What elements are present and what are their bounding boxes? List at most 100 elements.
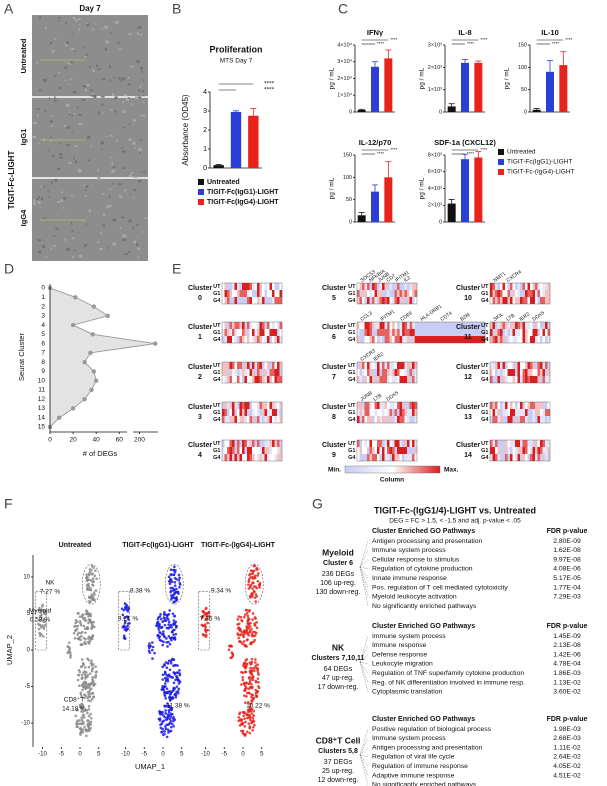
heatmap-cell: [464, 322, 468, 329]
heatmap-cell: [502, 454, 506, 461]
heatmap-cell: [407, 329, 410, 336]
heatmap-cell: [254, 362, 258, 369]
heatmap-cell: [545, 454, 548, 461]
heatmap-cell: [535, 297, 538, 304]
x-tick-label: 5: [260, 752, 264, 758]
heatmap-cell: [525, 336, 528, 343]
heatmap-cell: [495, 376, 498, 383]
heatmap-cell: [372, 376, 375, 383]
heatmap-cell: [500, 329, 503, 336]
heatmap-cell: [542, 447, 546, 454]
heatmap-cell: [379, 440, 383, 447]
heatmap-cell: [510, 297, 513, 304]
row-label: IgG1: [19, 129, 28, 146]
cell-point: [244, 664, 248, 668]
heatmap-cell: [454, 322, 458, 329]
heatmap-cell: [369, 329, 373, 336]
heatmap-cell: [229, 297, 233, 304]
row-label: G1: [348, 370, 355, 376]
p-value: 1.62E-08: [553, 547, 581, 554]
heatmap-cell: [269, 369, 273, 376]
group-up: 47 up-reg.: [322, 675, 354, 682]
cell-point: [124, 625, 127, 629]
heatmap-cell: [540, 409, 543, 416]
connector: [359, 645, 369, 663]
heatmap-cell: [232, 447, 235, 454]
heatmap-cell: [377, 290, 380, 297]
heatmap-cell: [444, 322, 448, 329]
heatmap-cell: [492, 447, 496, 454]
heatmap-cell: [397, 322, 400, 329]
texture: [39, 16, 41, 19]
heatmap-cell: [222, 369, 225, 376]
heatmap-cell: [259, 329, 263, 336]
heatmap-cell: [527, 329, 531, 336]
heatmap-cell: [515, 409, 518, 416]
heatmap-cell: [490, 336, 493, 343]
cell-point: [72, 631, 76, 635]
heatmap-cell: [237, 409, 240, 416]
heatmap-cell: [252, 447, 255, 454]
legend-swatch: [498, 149, 504, 155]
heatmap-cell: [369, 376, 373, 383]
heatmap-cell: [262, 416, 265, 423]
heatmap-cell: [224, 454, 228, 461]
cell-point: [122, 636, 126, 640]
cell-point: [79, 631, 83, 635]
heatmap-cell: [239, 322, 243, 329]
texture: [85, 88, 87, 92]
heatmap-cell: [252, 402, 255, 409]
gene-label: LTB: [505, 312, 516, 322]
heatmap-cell: [399, 409, 403, 416]
cell-point: [73, 625, 76, 628]
heatmap-cell: [224, 409, 228, 416]
heatmap-cell: [540, 447, 543, 454]
cell-point: [168, 717, 172, 721]
texture: [104, 135, 108, 137]
heatmap-cell: [490, 402, 493, 409]
group-clusters: Cluster 6: [323, 560, 353, 567]
cell-point: [247, 701, 250, 704]
texture: [122, 77, 126, 81]
heatmap-cell: [229, 362, 233, 369]
heatmap-cell: [384, 409, 388, 416]
cell-point: [248, 705, 252, 708]
cell-point: [167, 620, 171, 624]
heatmap-cell: [264, 362, 268, 369]
heatmap-cell: [540, 402, 543, 409]
cluster-id: 0: [198, 295, 202, 302]
heatmap-cell: [540, 376, 543, 383]
texture: [120, 216, 125, 219]
cell-point: [242, 633, 245, 637]
heatmap-cell: [459, 322, 463, 329]
heatmap-cell: [379, 402, 383, 409]
heatmap-cell: [502, 402, 506, 409]
cell-point: [250, 721, 253, 725]
heatmap-frame: [356, 361, 418, 384]
texture: [59, 152, 63, 156]
heatmap-cell: [242, 440, 245, 447]
heatmap-cell: [547, 402, 551, 409]
heatmap-cell: [492, 409, 496, 416]
cell-point: [237, 636, 241, 640]
cell-point: [93, 574, 97, 578]
heatmap-cell: [397, 447, 400, 454]
heatmap-cell: [252, 369, 255, 376]
heatmap-cell: [257, 416, 260, 423]
cell-point: [160, 632, 164, 636]
heatmap-cell: [244, 369, 248, 376]
umap-annotation: 9.34 %: [211, 588, 231, 595]
heatmap-cell: [229, 402, 233, 409]
heatmap-cell: [242, 297, 245, 304]
cell-point: [249, 702, 252, 706]
heatmap-cell: [532, 402, 536, 409]
pathway: Antigen processing and presentation: [372, 744, 483, 751]
heatmap-cell: [234, 440, 238, 447]
heatmap-cell: [490, 447, 493, 454]
heatmap-cell: [507, 362, 511, 369]
heatmap-cell: [492, 290, 496, 297]
texture: [82, 85, 87, 88]
heatmap-cell: [377, 409, 380, 416]
heatmap-cell: [515, 329, 518, 336]
cell-point: [252, 720, 256, 723]
